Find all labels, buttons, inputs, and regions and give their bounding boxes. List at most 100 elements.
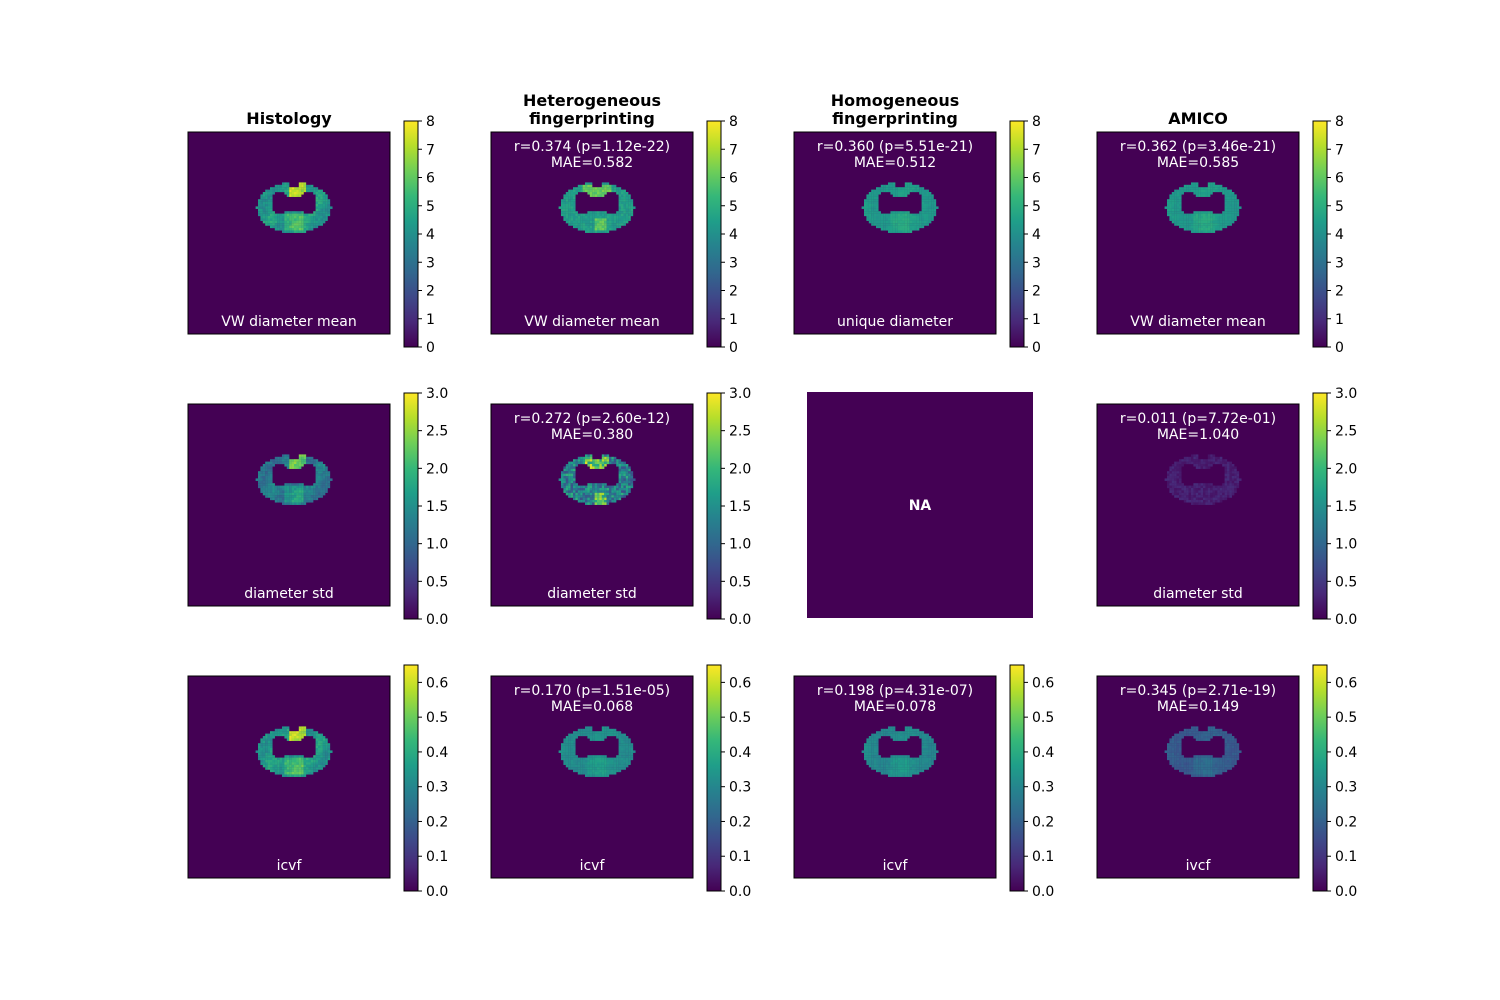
heatmap-cell	[580, 223, 583, 226]
heatmap-cell	[933, 752, 937, 756]
map-background	[794, 132, 996, 334]
heatmap-cell	[303, 731, 307, 734]
heatmap-cell	[1183, 461, 1187, 465]
heatmap-cell	[606, 495, 610, 498]
heatmap-cell	[616, 213, 619, 217]
heatmap-cell	[597, 762, 600, 765]
heatmap-cell	[267, 762, 271, 765]
heatmap-cell	[282, 769, 285, 773]
heatmap-cell	[621, 736, 624, 739]
heatmap-cell	[895, 228, 898, 231]
heatmap-cell	[308, 456, 311, 460]
heatmap-cell	[897, 187, 901, 190]
heatmap-cell	[580, 216, 583, 219]
heatmap-cell	[623, 738, 626, 741]
heatmap-cell	[270, 459, 273, 462]
heatmap-cell	[320, 483, 323, 486]
heatmap-cell	[296, 769, 299, 773]
heatmap-cell	[880, 223, 884, 226]
colorbar-tick-label: 0.5	[1335, 574, 1357, 590]
heatmap-cell	[1219, 769, 1223, 773]
heatmap-cell	[303, 490, 307, 493]
heatmap-cell	[589, 184, 593, 188]
heatmap-cell	[1171, 471, 1175, 474]
heatmap-cell	[873, 755, 877, 758]
heatmap-cell	[580, 762, 583, 765]
heatmap-cell	[606, 230, 610, 233]
heatmap-cell	[1200, 760, 1204, 763]
heatmap-cell	[873, 750, 877, 753]
heatmap-cell	[286, 490, 290, 493]
heatmap-cell	[262, 216, 266, 219]
heatmap-cell	[883, 760, 886, 763]
heatmap-cell	[274, 733, 278, 737]
heatmap-cell	[315, 736, 319, 739]
heatmap-cell	[265, 748, 268, 751]
heatmap-cell	[585, 213, 588, 217]
heatmap-cell	[1191, 218, 1194, 221]
heatmap-cell	[301, 769, 304, 773]
heatmap-cell	[282, 726, 285, 729]
heatmap-cell	[604, 218, 607, 221]
heatmap-cell	[1195, 728, 1199, 732]
heatmap-cell	[1200, 492, 1204, 496]
heatmap-cell	[322, 466, 326, 469]
heatmap-cell	[589, 736, 593, 739]
heatmap-cell	[270, 218, 273, 221]
heatmap-cell	[573, 767, 576, 770]
heatmap-cell	[570, 189, 574, 193]
heatmap-cell	[919, 189, 922, 193]
heatmap-cell	[1181, 757, 1184, 761]
heatmap-cell	[582, 490, 586, 493]
heatmap-cell	[606, 456, 610, 460]
heatmap-cell	[1231, 464, 1235, 467]
heatmap-cell	[1224, 497, 1228, 501]
heatmap-cell	[1193, 192, 1196, 195]
heatmap-cell	[315, 733, 319, 737]
heatmap-cell	[1231, 213, 1235, 217]
heatmap-cell	[306, 216, 309, 219]
heatmap-cell	[1171, 208, 1175, 212]
heatmap-cell	[262, 192, 266, 195]
heatmap-cell	[1215, 216, 1218, 219]
heatmap-cell	[325, 750, 328, 753]
heatmap-cell	[928, 748, 932, 751]
heatmap-cell	[1205, 733, 1208, 737]
heatmap-cell	[1224, 473, 1228, 477]
heatmap-cell	[1229, 196, 1232, 200]
heatmap-cell	[890, 182, 893, 185]
heatmap-cell	[1174, 752, 1177, 756]
heatmap-cell	[303, 220, 307, 224]
heatmap-cell	[318, 206, 321, 209]
heatmap-cell	[601, 488, 605, 491]
heatmap-cell	[294, 216, 297, 219]
heatmap-cell	[267, 213, 271, 217]
heatmap-cell	[558, 750, 562, 753]
map-background	[1097, 132, 1299, 334]
heatmap-cell	[864, 211, 867, 214]
heatmap-cell	[277, 731, 280, 734]
column-title-2-line-0: Homogeneous	[831, 91, 960, 110]
heatmap-cell	[864, 755, 867, 758]
heatmap-cell	[298, 228, 302, 231]
heatmap-cell	[907, 764, 910, 768]
heatmap-cell	[1193, 502, 1196, 505]
heatmap-cell	[606, 726, 610, 729]
heatmap-cell	[597, 492, 600, 496]
heatmap-cell	[611, 492, 614, 496]
heatmap-cell	[570, 492, 574, 496]
heatmap-cell	[563, 476, 566, 479]
heatmap-cell	[594, 495, 598, 498]
heatmap-cell	[306, 490, 309, 493]
heatmap-cell	[895, 192, 898, 195]
heatmap-cell	[868, 764, 872, 768]
heatmap-cell	[900, 230, 903, 233]
heatmap-cell	[580, 490, 583, 493]
heatmap-cell	[1224, 189, 1228, 193]
heatmap-cell	[926, 733, 929, 737]
heatmap-cell	[318, 476, 321, 479]
heatmap-cell	[320, 216, 323, 219]
heatmap-cell	[606, 497, 610, 501]
heatmap-cell	[912, 767, 915, 770]
